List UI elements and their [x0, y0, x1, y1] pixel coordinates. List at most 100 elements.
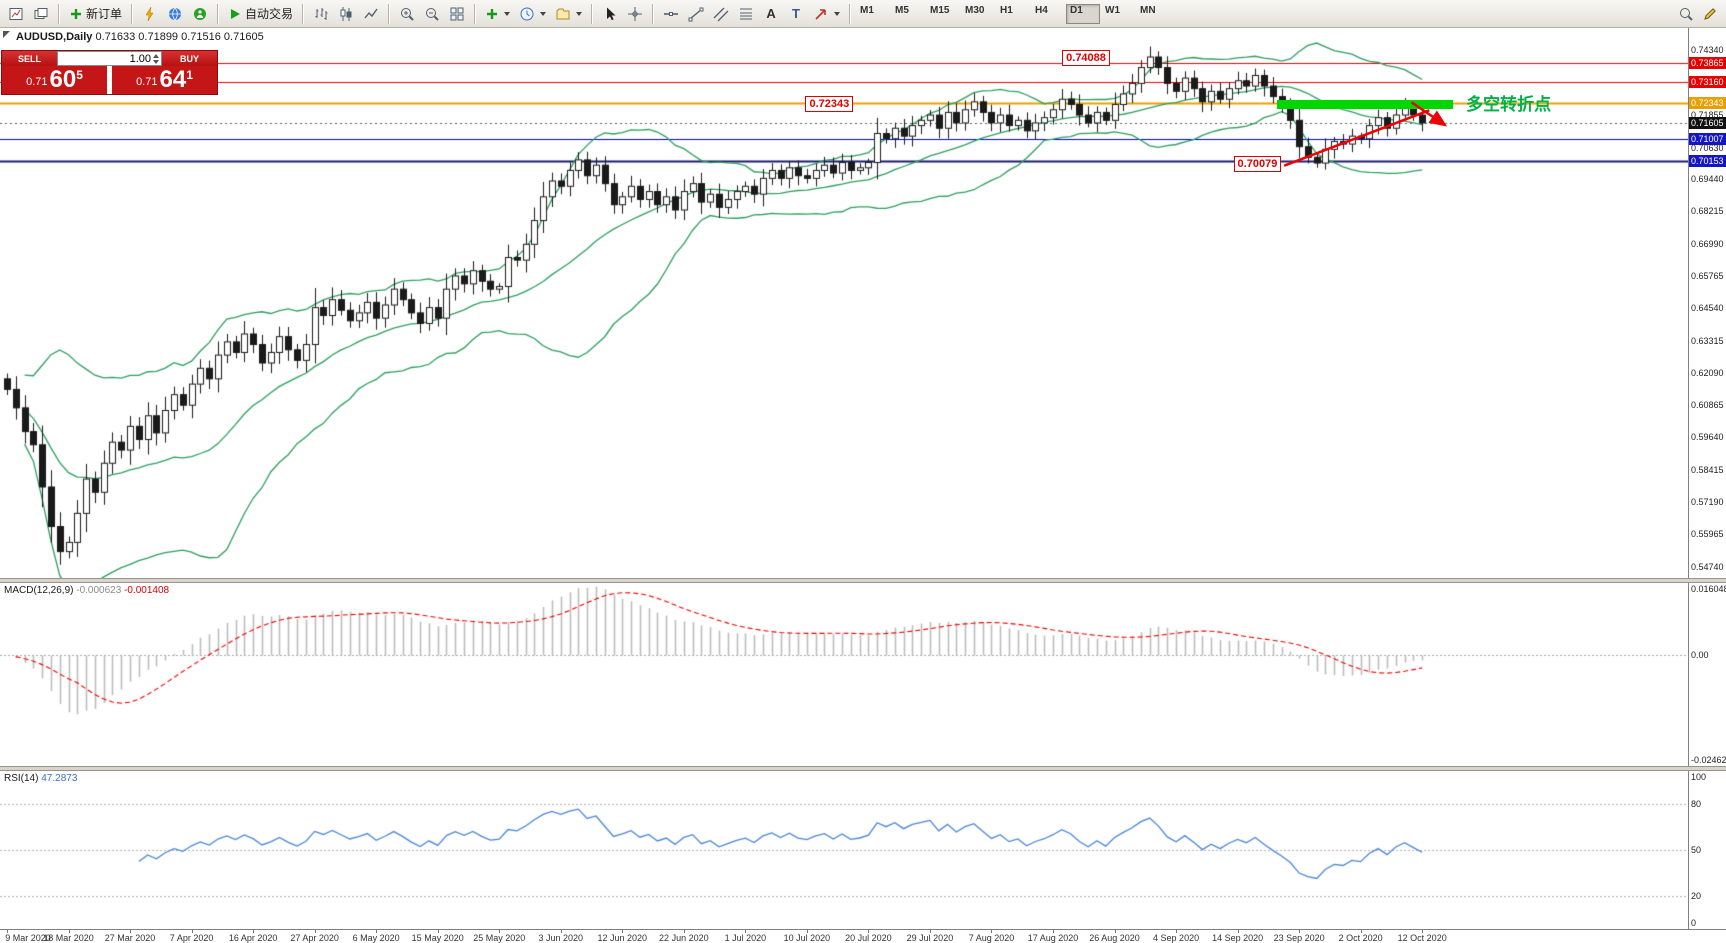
line-chart-type-icon[interactable]: [359, 3, 383, 25]
rsi-scale-label: 80: [1691, 798, 1702, 809]
tile-windows-icon[interactable]: [445, 3, 469, 25]
rsi-indicator-canvas[interactable]: [0, 771, 1688, 929]
rsi-label: RSI(14) 47.2873: [4, 773, 78, 784]
price-scale-label: 0.70630: [1691, 142, 1724, 153]
timeframe-button-m30[interactable]: M30: [965, 4, 985, 16]
periods-clock-icon[interactable]: [515, 3, 550, 25]
new-chart-button[interactable]: [4, 3, 28, 25]
toolbar-separator: [474, 3, 477, 24]
toolbar: 新订单 自动交易: [0, 0, 1726, 28]
pivot-zone-rectangle[interactable]: [1277, 100, 1453, 110]
price-scale-label: 0.63315: [1691, 335, 1724, 346]
timeframe-button-m15[interactable]: M15: [930, 4, 950, 16]
axis-tick: [806, 930, 808, 933]
price-scale-label: 0.71855: [1691, 110, 1724, 121]
sell-price[interactable]: 0.71 60 5: [26, 66, 83, 93]
date-label: 22 Jun 2020: [659, 933, 709, 943]
sell-button[interactable]: SELL: [2, 51, 57, 66]
spinner-down-icon[interactable]: [153, 59, 159, 64]
label-tool-icon[interactable]: T: [792, 6, 800, 21]
toolbar-right-group: [1674, 3, 1722, 25]
shapes-tool-icon[interactable]: [809, 3, 844, 25]
macd-indicator-canvas[interactable]: [0, 583, 1688, 766]
axis-tick: [376, 930, 378, 933]
price-badge: 0.71605: [1689, 116, 1726, 129]
one-click-panel-toggle[interactable]: [3, 31, 10, 38]
date-label: 26 Aug 2020: [1089, 933, 1140, 943]
price-scale-axis[interactable]: 0.74340 0.73865 0.73160 0.72343 0.71855 0.716…: [1688, 28, 1726, 943]
timeframe-button-m1[interactable]: M1: [860, 4, 874, 16]
fibonacci-tool-icon[interactable]: [734, 3, 758, 25]
price-scale-label: 0.55965: [1691, 529, 1724, 540]
chinese-note-text[interactable]: 多空转折点: [1466, 95, 1552, 115]
price-annotation-high[interactable]: 0.74088: [1062, 50, 1110, 67]
hline-tool-icon[interactable]: [659, 3, 683, 25]
autotrade-button[interactable]: 自动交易: [224, 3, 297, 25]
date-label: 23 Sep 2020: [1273, 933, 1325, 943]
date-label: 2 Oct 2020: [1338, 933, 1383, 943]
axis-tick: [130, 930, 132, 933]
date-label: 10 Jul 2020: [783, 933, 831, 943]
quick-edit-pencil-icon[interactable]: [1698, 3, 1722, 25]
price-annotation-pivot[interactable]: 0.72343: [805, 96, 854, 113]
trendline-tool-icon[interactable]: [684, 3, 708, 25]
toolbar-separator: [302, 3, 305, 24]
axis-tick: [1422, 930, 1424, 933]
spinner-up-icon[interactable]: [153, 53, 159, 58]
date-label: 7 Apr 2020: [169, 933, 214, 943]
timeframe-button-m5[interactable]: M5: [895, 4, 909, 16]
channel-tool-icon[interactable]: [709, 3, 733, 25]
text-tool-icon[interactable]: A: [766, 6, 776, 21]
zoom-out-icon[interactable]: [420, 3, 444, 25]
volume-input[interactable]: 1.00: [57, 51, 162, 66]
globe-icon[interactable]: [163, 3, 187, 25]
price-badge: 0.73160: [1689, 75, 1726, 88]
dropdown-caret: [540, 11, 547, 16]
axis-tick: [1237, 930, 1239, 933]
timeframe-button-d1[interactable]: D1: [1066, 3, 1101, 24]
date-label: 16 Apr 2020: [228, 933, 278, 943]
chart-profiles-button[interactable]: [29, 3, 53, 25]
axis-tick: [868, 930, 870, 933]
buy-price[interactable]: 0.71 64 1: [136, 66, 193, 93]
search-icon[interactable]: [1674, 3, 1698, 25]
community-icon[interactable]: [188, 3, 212, 25]
new-order-button[interactable]: 新订单: [65, 3, 126, 25]
autotrade-label: 自动交易: [245, 7, 294, 21]
cursor-icon[interactable]: [598, 3, 622, 25]
templates-icon[interactable]: [551, 3, 586, 25]
toolbar-separator: [849, 3, 852, 24]
zoom-in-icon[interactable]: [395, 3, 419, 25]
volume-spinner[interactable]: [153, 53, 159, 64]
price-badge: 0.70153: [1689, 155, 1726, 168]
rsi-scale-label: 100: [1691, 772, 1707, 782]
price-scale-label: 0.65765: [1691, 270, 1724, 281]
date-label: 25 May 2020: [473, 933, 526, 943]
timeframe-button-w1[interactable]: W1: [1105, 4, 1121, 16]
dropdown-caret: [576, 11, 583, 16]
timeframe-button-h4[interactable]: H4: [1035, 4, 1048, 16]
bar-chart-type-icon[interactable]: [309, 3, 333, 25]
timeframe-button-h1[interactable]: H1: [1000, 4, 1013, 16]
date-label: 18 Mar 2020: [43, 933, 94, 943]
lightning-icon[interactable]: [138, 3, 162, 25]
price-scale-label: 0.64540: [1691, 303, 1724, 314]
macd-scale-label: -0.024625: [1691, 755, 1726, 765]
panel-splitter[interactable]: [0, 766, 1726, 771]
buy-button[interactable]: BUY: [162, 51, 217, 66]
crosshair-icon[interactable]: [623, 3, 647, 25]
candle-chart-type-icon[interactable]: [334, 3, 358, 25]
axis-tick: [560, 930, 562, 933]
timeframe-button-mn[interactable]: MN: [1140, 4, 1156, 16]
date-label: 14 Sep 2020: [1212, 933, 1264, 943]
axis-tick: [1360, 930, 1362, 933]
indicators-add-icon[interactable]: [481, 3, 514, 25]
chart-title: AUDUSD,Daily 0.71633 0.71899 0.71516 0.7…: [16, 31, 264, 43]
price-scale-label: 0.62090: [1691, 367, 1724, 378]
price-annotation-low[interactable]: 0.70079: [1233, 156, 1282, 173]
date-axis[interactable]: 9 Mar 2020 18 Mar 2020 27 Mar 2020 7 Apr 20…: [0, 929, 1726, 943]
panel-splitter[interactable]: [0, 578, 1726, 583]
date-label: 20 Jul 2020: [845, 933, 892, 943]
date-label: 15 May 2020: [411, 933, 464, 943]
price-badge: 0.73865: [1689, 57, 1726, 70]
